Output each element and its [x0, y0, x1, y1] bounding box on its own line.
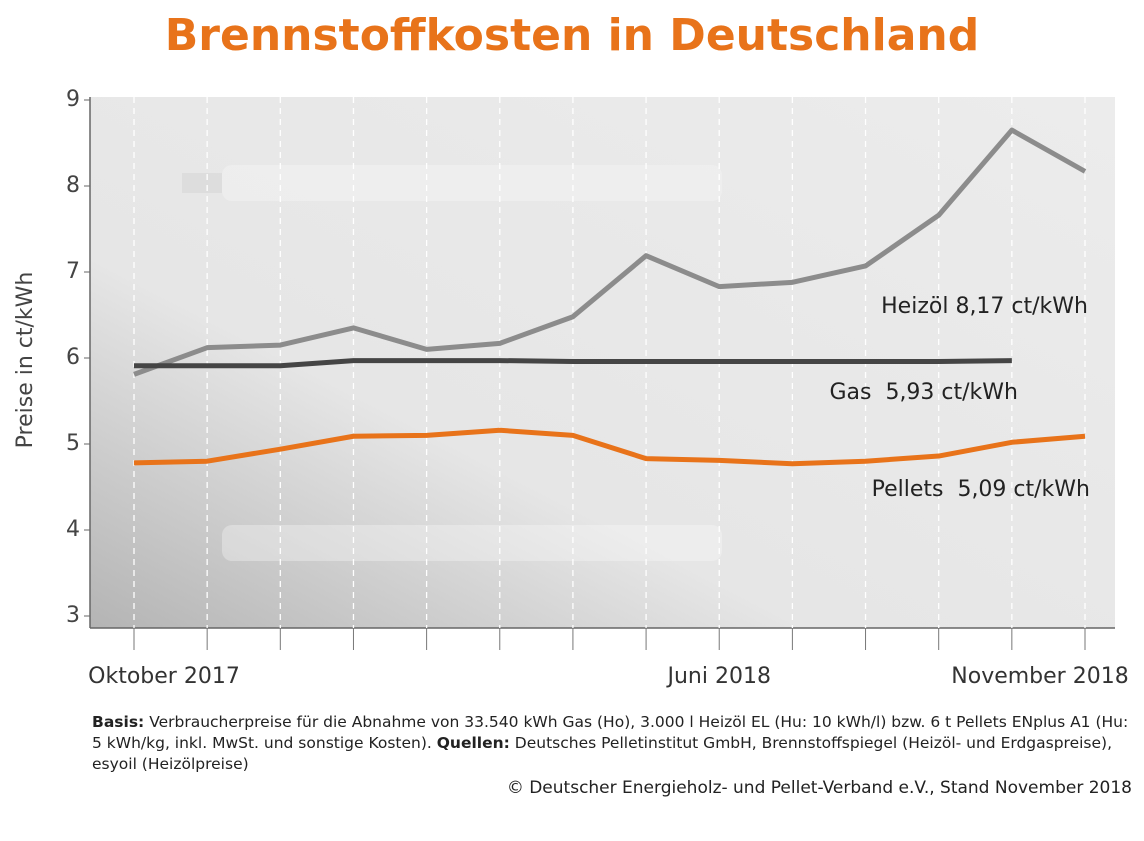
- y-tick-label: 9: [66, 87, 80, 112]
- chart: Brennstoffkosten in Deutschland Preise i…: [13, 10, 1129, 689]
- series-line: [134, 358, 1012, 369]
- y-tick-label: 5: [66, 431, 80, 456]
- x-tick-label: November 2018: [951, 664, 1128, 689]
- series-line: [133, 127, 1087, 377]
- basis-text: Verbraucherpreise für die Abnahme von 33…: [92, 713, 1129, 752]
- annotation: Pellets 5,09 ct/kWh: [872, 477, 1090, 502]
- y-tick-label: 4: [66, 517, 80, 542]
- chart-title: Brennstoffkosten in Deutschland: [165, 10, 979, 61]
- y-tick-label: 8: [66, 173, 80, 198]
- y-tick-label: 7: [66, 259, 80, 284]
- annotation: Heizöl 8,17 ct/kWh: [881, 294, 1088, 319]
- basis-label: Basis:: [92, 713, 145, 731]
- sources-label: Quellen:: [436, 734, 510, 752]
- radiator-decoration: [182, 165, 722, 561]
- copyright: © Deutscher Energieholz- und Pellet-Verb…: [506, 778, 1132, 798]
- x-tick-label: Oktober 2017: [88, 664, 240, 689]
- y-tick-label: 3: [66, 603, 80, 628]
- footnote: Basis: Verbraucherpreise für die Abnahme…: [92, 712, 1137, 775]
- annotation: Gas 5,93 ct/kWh: [829, 380, 1018, 405]
- y-tick-label: 6: [66, 345, 80, 370]
- y-axis-label: Preise in ct/kWh: [13, 272, 38, 449]
- sources-text: Deutsches Pelletinstitut GmbH, Brennstof…: [92, 734, 1113, 773]
- x-tick-label: Juni 2018: [665, 664, 770, 689]
- series-line: [133, 427, 1086, 467]
